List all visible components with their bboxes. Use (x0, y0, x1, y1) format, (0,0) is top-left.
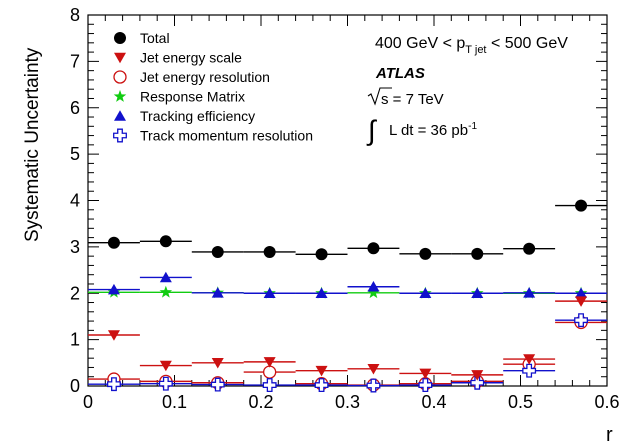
data-point (419, 368, 432, 380)
legend-marker (114, 52, 126, 64)
x-tick-label: 0.5 (508, 392, 533, 412)
data-point (262, 365, 277, 379)
data-point (263, 245, 276, 258)
x-tick-label: 0.6 (594, 392, 619, 412)
legend-marker (114, 32, 126, 44)
data-point (522, 363, 537, 378)
data-point (366, 378, 381, 393)
legend-label: Jet energy resolution (140, 69, 270, 85)
data-point (471, 247, 484, 260)
data-point (418, 378, 433, 393)
legend-label: Total (140, 30, 170, 46)
y-tick-label: 1 (70, 330, 80, 350)
data-point (419, 247, 432, 260)
legend-marker (113, 128, 127, 143)
legend-label: Track momentum resolution (140, 128, 313, 144)
data-point (159, 285, 173, 298)
legend-marker (113, 89, 127, 102)
x-tick-label: 0.4 (421, 392, 446, 412)
y-tick-label: 6 (70, 98, 80, 118)
x-tick-label: 0 (83, 392, 93, 412)
data-point (211, 245, 224, 258)
legend-label: Response Matrix (140, 89, 245, 105)
axes: 0 0.1 0.2 0.3 0.4 0.5 0.6 0 1 2 3 4 5 6 7 8 (70, 5, 620, 412)
data-point (315, 248, 328, 261)
data-point (575, 296, 588, 307)
experiment-label: ATLAS (375, 65, 425, 82)
data-point (523, 287, 536, 298)
data-point (367, 242, 380, 255)
legend-marker (114, 110, 126, 121)
annotation-block: 400 GeV < pT jet < 500 GeV ATLAS s = 7 T… (366, 35, 568, 146)
data-point (367, 281, 380, 292)
data-point (262, 378, 277, 393)
data-point (211, 287, 224, 298)
data-point (159, 235, 172, 248)
data-point (523, 242, 536, 255)
luminosity-label: L dt = 36 pb-1 (389, 121, 477, 139)
data-point (159, 360, 172, 372)
data-point (575, 287, 588, 299)
legend-marker (113, 70, 127, 84)
x-tick-label: 0.1 (162, 392, 187, 412)
sqrt-s-annotation: s = 7 TeV (367, 87, 444, 108)
data-point (107, 330, 120, 341)
data-point (471, 370, 484, 381)
data-point (314, 378, 329, 393)
data-point (574, 313, 588, 328)
x-axis-label: r (606, 424, 613, 446)
data-point (470, 375, 485, 390)
data-point (315, 365, 328, 377)
data-point (107, 236, 120, 249)
data-point (523, 354, 536, 365)
luminosity-annotation: ∫ L dt = 36 pb-1 (366, 115, 477, 146)
y-tick-label: 7 (70, 51, 80, 71)
data-point (367, 286, 380, 299)
data-point (159, 271, 172, 283)
data-point (315, 287, 328, 299)
data-point (367, 364, 380, 375)
y-tick-label: 8 (70, 5, 80, 25)
x-tick-label: 0.3 (335, 392, 360, 412)
x-tick-label: 0.2 (248, 392, 273, 412)
y-tick-label: 3 (70, 237, 80, 257)
y-axis-label: Systematic Uncertainty (22, 47, 43, 242)
y-tick-label: 0 (70, 376, 80, 396)
data-point (210, 377, 225, 392)
legend-label: Jet energy scale (140, 50, 242, 66)
legend: Total Jet energy scale Jet energy resoluti… (113, 30, 313, 144)
data-point (471, 287, 484, 299)
data-point (575, 199, 588, 212)
data-point (107, 283, 120, 295)
data-point (211, 358, 224, 369)
y-tick-label: 5 (70, 144, 80, 164)
y-tick-label: 2 (70, 283, 80, 303)
sqrt-s-label: s = 7 TeV (381, 91, 444, 108)
data-point (263, 287, 276, 299)
series-track-momentum-resolution (88, 313, 607, 393)
data-point (158, 376, 173, 391)
data-point (419, 287, 432, 299)
series-jet-energy-scale (88, 296, 607, 381)
series-total (88, 199, 607, 261)
y-tick-label: 4 (70, 191, 80, 211)
data-series (88, 199, 607, 393)
series-tracking-efficiency (88, 271, 607, 299)
legend-label: Tracking efficiency (140, 108, 255, 124)
integral-symbol: ∫ (366, 115, 378, 146)
data-point (263, 357, 276, 368)
data-point (107, 377, 121, 392)
pt-range-annotation: 400 GeV < pT jet < 500 GeV (375, 35, 568, 56)
sqrt-symbol (367, 87, 392, 106)
